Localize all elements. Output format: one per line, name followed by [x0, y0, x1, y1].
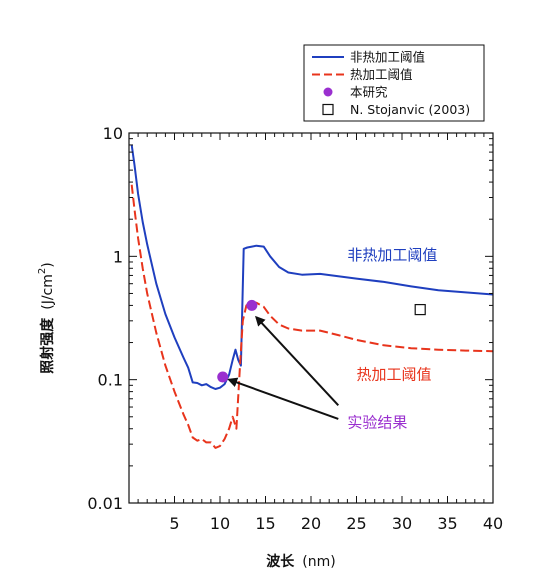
y-axis-unit: (J/cm: [40, 274, 56, 310]
legend-label: 非热加工阈值: [350, 50, 425, 65]
legend-swatch-square: [322, 103, 334, 116]
plot-frame: [128, 132, 494, 504]
x-tick-label: 5: [169, 514, 179, 533]
legend-swatch-circle: [323, 87, 333, 97]
x-tick-label: 35: [437, 514, 457, 533]
legend-label: 热加工阈值: [350, 67, 413, 82]
x-tick-label: 10: [210, 514, 230, 533]
y-tick-label: 0.01: [87, 494, 123, 513]
x-tick-label: 20: [301, 514, 321, 533]
legend-label: N. Stojanvic (2003): [350, 102, 470, 117]
annotation-label: 实验结果: [347, 413, 407, 431]
axes: 5 10 15 20 25 30 35 40 0.01 0.1 1 10 波长 (nm) 照射强度 (J/cm…: [37, 124, 503, 570]
y-axis-title: 照射强度 (J/cm2): [37, 262, 56, 374]
y-tick-label: 10: [103, 124, 123, 143]
x-tick-label: 25: [346, 514, 366, 533]
y-tick-label: 1: [113, 247, 123, 266]
x-axis-title: 波长 (nm): [266, 553, 335, 570]
study-point: [217, 371, 229, 383]
annotation-arrow: [227, 377, 339, 420]
y-axis-label: 照射强度: [39, 317, 56, 374]
y-tick-label: 0.1: [98, 371, 123, 390]
stojanvic-point: [414, 303, 426, 316]
points-layer: [217, 299, 426, 383]
annotation-arrow: [255, 315, 340, 406]
x-tick-label: 15: [255, 514, 275, 533]
annotation-label: 热加工阈值: [357, 366, 432, 384]
thermal-threshold-line: [130, 184, 494, 449]
series-layer: [130, 144, 494, 449]
nonthermal-threshold-line: [130, 144, 494, 390]
x-tick-label: 30: [392, 514, 412, 533]
x-axis-label: 波长: [266, 553, 295, 570]
x-tick-label: 40: [483, 514, 503, 533]
y-axis-unit-superscript: 2: [37, 268, 48, 274]
x-axis-unit: (nm): [302, 554, 335, 570]
legend-label: 本研究: [350, 85, 388, 100]
annotation-label: 非热加工阈值: [347, 246, 437, 264]
study-point: [246, 299, 258, 311]
y-axis-unit-close: ): [40, 262, 56, 267]
